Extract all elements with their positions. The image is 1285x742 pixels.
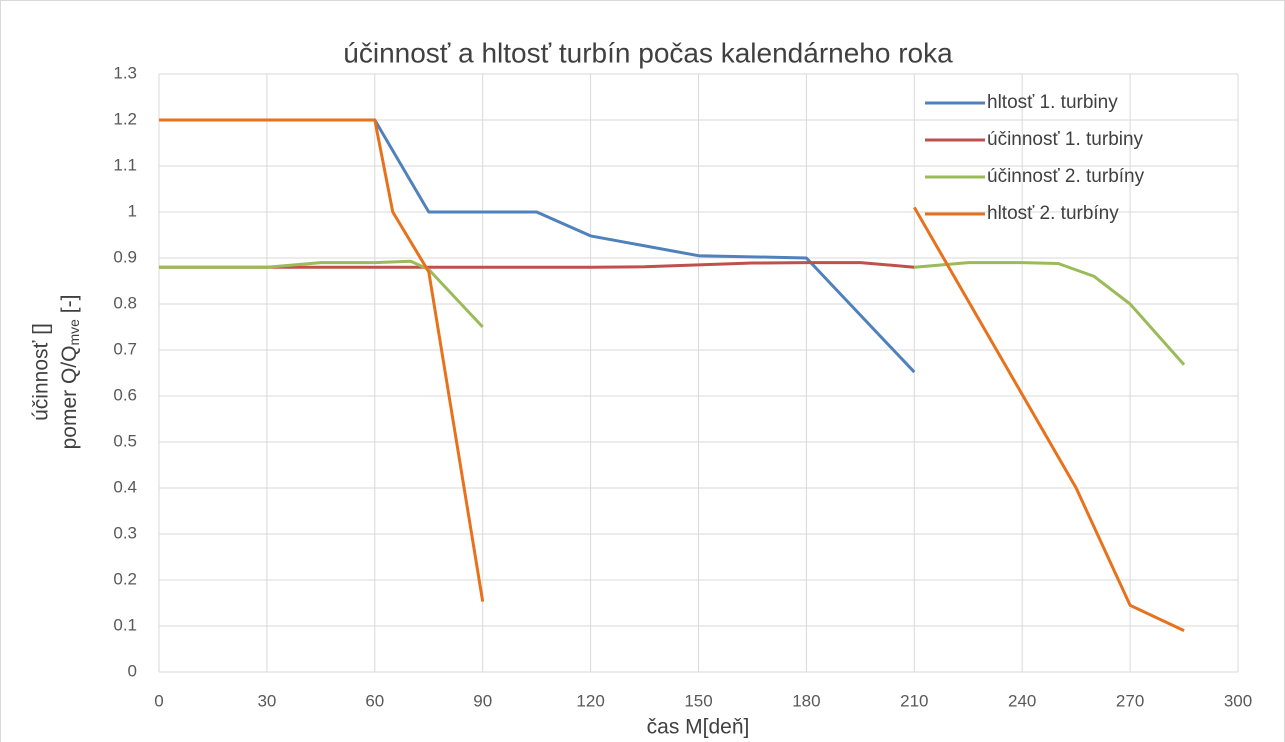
y-tick-label: 0.6 — [113, 385, 137, 404]
y-label-tail: [-] — [58, 295, 81, 320]
y-tick-label: 0.7 — [113, 339, 137, 358]
x-tick-label: 90 — [473, 691, 492, 710]
series-line — [159, 261, 915, 269]
y-axis-label: účinnosť [] pomer Q/Qmve [-] — [30, 295, 82, 450]
y-tick-label: 0.4 — [113, 477, 137, 496]
y-tick-label: 0 — [128, 661, 137, 680]
y-tick-label: 0.5 — [113, 431, 137, 450]
y-tick-label: 1 — [128, 201, 137, 220]
y-tick-label: 0.9 — [113, 247, 137, 266]
y-label-sub: mve — [66, 319, 82, 346]
series-line — [159, 118, 1185, 632]
y-tick-label: 0.8 — [113, 293, 137, 312]
x-tick-label: 270 — [1116, 691, 1144, 710]
y-tick-label: 1.3 — [113, 63, 137, 82]
y-tick-label: 0.3 — [113, 523, 137, 542]
x-tick-label: 180 — [792, 691, 820, 710]
y-tick-label: 1.2 — [113, 109, 137, 128]
legend-label: hltosť 2. turbíny — [987, 203, 1119, 224]
y-tick-label: 0.1 — [113, 615, 137, 634]
x-tick-label: 150 — [684, 691, 712, 710]
x-tick-label: 60 — [365, 691, 384, 710]
x-tick-label: 120 — [576, 691, 604, 710]
x-axis-label: čas M[deň] — [647, 716, 750, 739]
y-tick-label: 1.1 — [113, 155, 137, 174]
x-tick-label: 0 — [154, 691, 163, 710]
x-tick-label: 210 — [900, 691, 928, 710]
x-tick-label: 240 — [1008, 691, 1036, 710]
chart-title: účinnosť a hltosť turbín počas kalendárn… — [343, 37, 953, 68]
legend-label: účinnosť 1. turbiny — [987, 129, 1144, 150]
y-axis-label-line1: účinnosť [] — [30, 323, 53, 421]
series-line — [159, 118, 916, 374]
y-tick-label: 0.2 — [113, 569, 137, 588]
legend-label: účinnosť 2. turbíny — [987, 166, 1145, 187]
y-label-main: pomer Q/Q — [58, 346, 81, 450]
x-tick-label: 300 — [1224, 691, 1252, 710]
legend-label: hltosť 1. turbiny — [987, 92, 1118, 113]
y-axis-label-line2: pomer Q/Qmve [-] — [58, 295, 82, 450]
x-tick-label: 30 — [257, 691, 276, 710]
